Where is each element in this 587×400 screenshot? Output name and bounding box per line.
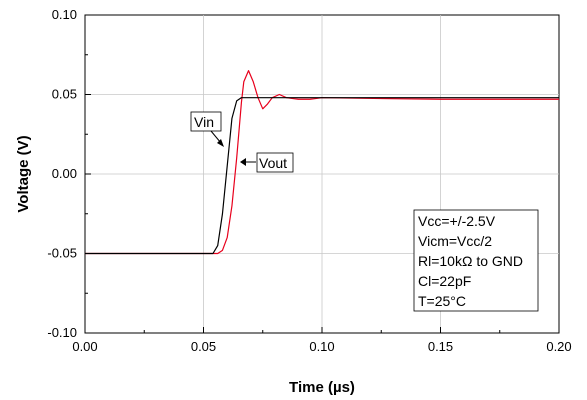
x-axis-title: Time (µs) — [289, 379, 355, 396]
vout-label-box — [256, 152, 294, 173]
grid-lines — [85, 15, 559, 333]
vin-arrow-head — [217, 139, 224, 147]
x-tick-label: 0.15 — [428, 339, 453, 354]
vin-label: Vin — [194, 114, 214, 130]
vout-arrow-head — [240, 158, 246, 166]
y-tick-label: -0.10 — [47, 325, 77, 340]
condition-rl: Rl=10kΩ to GND — [418, 253, 523, 269]
vout-label: Vout — [259, 155, 287, 171]
vin-annotation: Vin — [190, 111, 224, 147]
condition-vcc: Vcc=+/-2.5V — [418, 213, 496, 229]
vout-annotation: Vout — [240, 152, 294, 173]
x-tick-label: 0.10 — [309, 339, 334, 354]
axis-ticks — [84, 14, 560, 334]
conditions-box: Vcc=+/-2.5V Vicm=Vcc/2 Rl=10kΩ to GND Cl… — [413, 209, 539, 312]
x-tick-label: 0.05 — [191, 339, 216, 354]
y-tick-labels: -0.10 -0.05 0.00 0.05 0.10 — [47, 7, 77, 340]
condition-cl: Cl=22pF — [418, 273, 471, 289]
y-tick-label: 0.05 — [52, 87, 77, 102]
x-tick-label: 0.20 — [546, 339, 571, 354]
vin-label-box — [190, 111, 222, 132]
y-tick-label: 0.10 — [52, 7, 77, 22]
y-tick-label: -0.05 — [47, 246, 77, 261]
condition-temp: T=25°C — [418, 293, 466, 309]
series-line-vin — [85, 97, 559, 255]
y-axis-title: Voltage (V) — [15, 135, 32, 212]
condition-vicm: Vicm=Vcc/2 — [418, 233, 492, 249]
x-tick-labels: 0.00 0.05 0.10 0.15 0.20 — [72, 339, 571, 354]
x-tick-label: 0.00 — [72, 339, 97, 354]
series-lines — [85, 70, 559, 255]
conditions-box-frame — [413, 209, 539, 312]
y-tick-label: 0.00 — [52, 166, 77, 181]
